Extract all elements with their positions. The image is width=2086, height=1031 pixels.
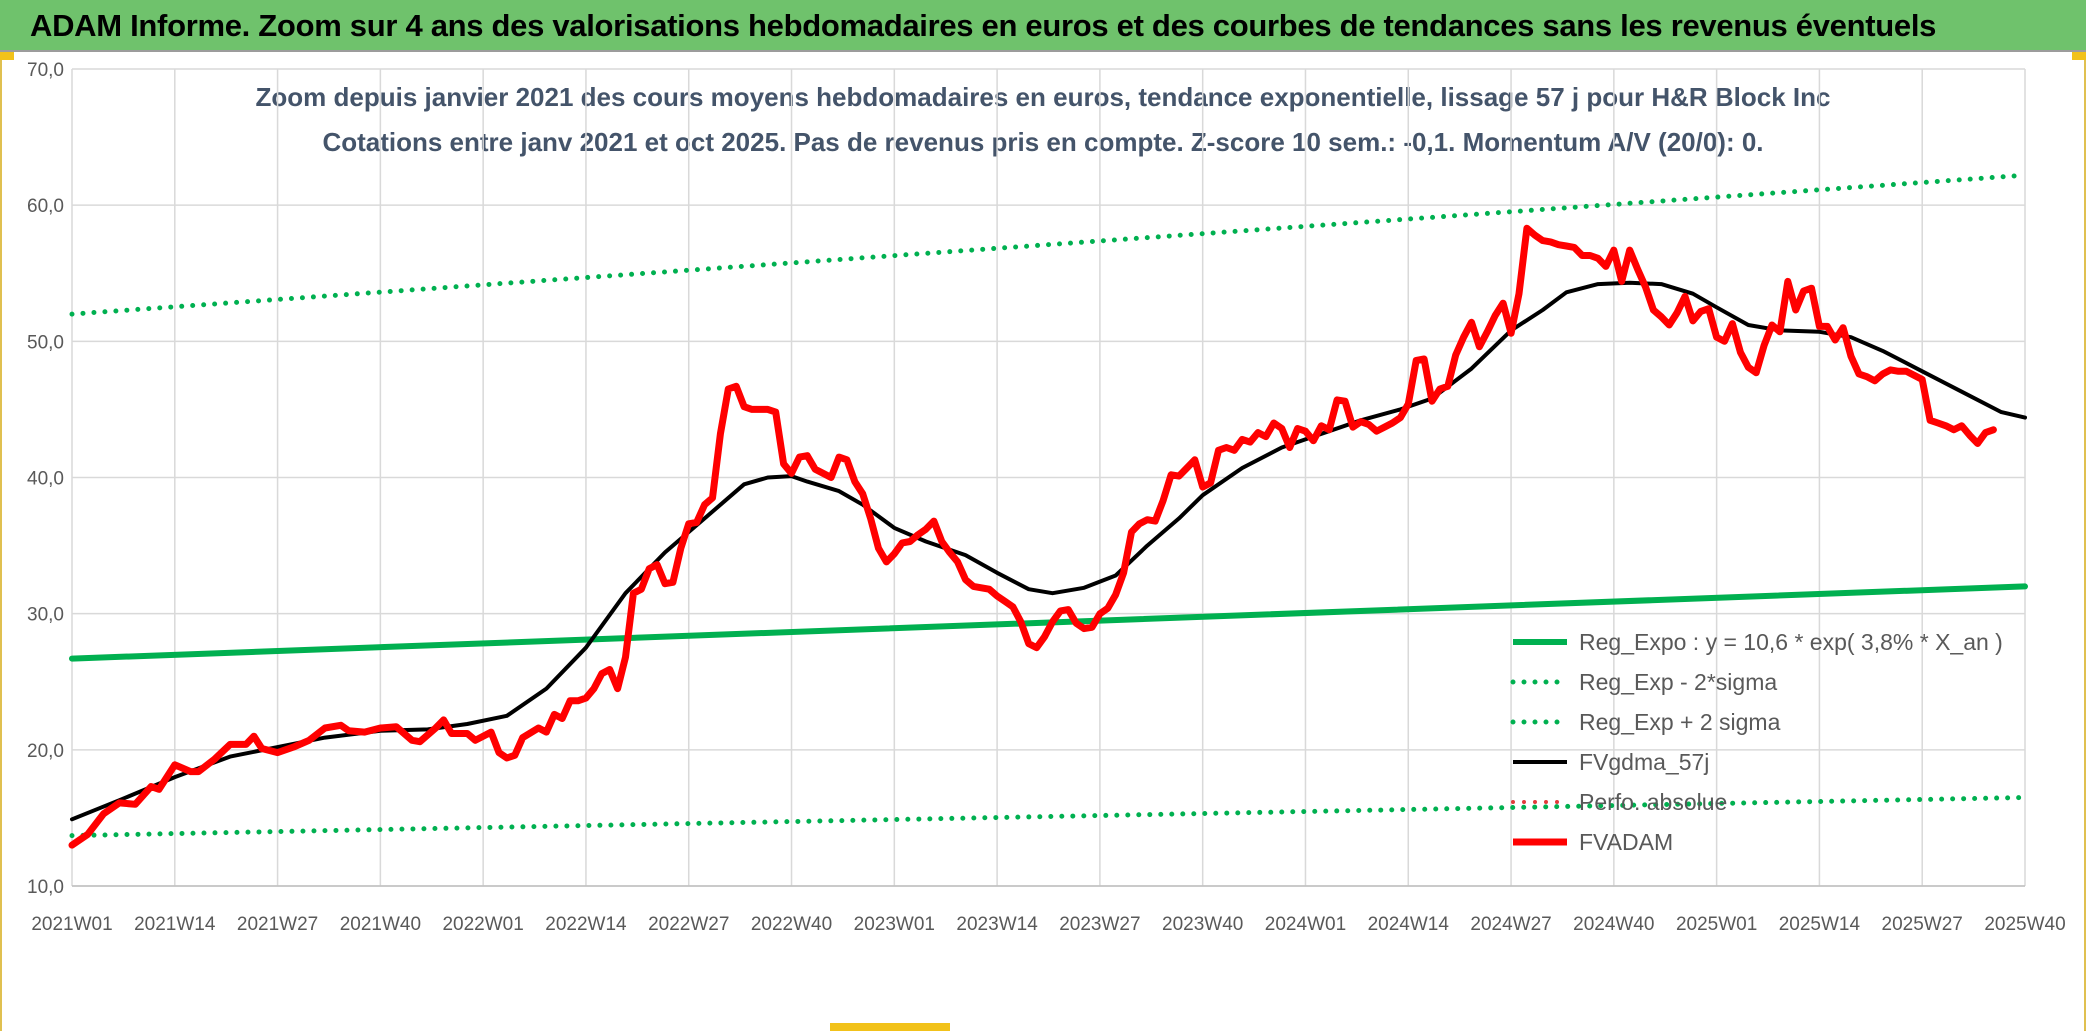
y-tick-label: 50,0 [27,332,64,353]
series-line-1 [69,795,2028,839]
y-tick-label: 30,0 [27,605,64,626]
x-tick-label: 2021W27 [237,914,318,935]
x-tick-label: 2022W27 [648,914,729,935]
x-tick-label: 2025W01 [1676,914,1757,935]
x-tick-label: 2023W14 [956,914,1038,935]
y-axis: 70,0 60,0 50,0 40,0 30,0 20,0 10,0 [27,60,64,898]
legend-label-0: Reg_Expo : y = 10,6 * exp( 3,8% * X_an ) [1579,629,2003,655]
x-tick-label: 2024W14 [1368,914,1450,935]
x-tick-label: 2022W01 [442,914,523,935]
x-tick-label: 2021W01 [31,914,112,935]
y-tick-label: 10,0 [27,877,64,898]
chart-frame [0,52,2086,1031]
legend-label-1: Reg_Exp - 2*sigma [1579,669,1777,695]
legend-label-5: FVADAM [1579,829,1673,855]
x-tick-label: 2024W01 [1265,914,1346,935]
x-tick-label: 2024W40 [1573,914,1654,935]
x-tick-label: 2021W14 [134,914,216,935]
frame-corner-right [2072,52,2086,60]
x-tick-label: 2023W27 [1059,914,1140,935]
grid-lines [71,68,2026,887]
legend-label-3: FVgdma_57j [1579,749,1709,775]
x-tick-label: 2021W40 [340,914,421,935]
y-tick-label: 70,0 [27,60,64,81]
frame-corner-left [0,52,14,60]
frame-corner-bottom [830,1023,950,1031]
x-tick-label: 2025W14 [1779,914,1861,935]
chart-title-line1: Zoom depuis janvier 2021 des cours moyen… [255,82,1831,112]
legend-label-4: Perfo. absolue [1579,789,1727,815]
x-tick-label: 2022W40 [751,914,832,935]
x-tick-label: 2025W27 [1882,914,1963,935]
header-banner: ADAM Informe. Zoom sur 4 ans des valoris… [0,0,2086,52]
header-title: ADAM Informe. Zoom sur 4 ans des valoris… [30,8,1937,43]
y-tick-label: 60,0 [27,196,64,217]
x-tick-label: 2025W40 [1984,914,2065,935]
series-line-3 [70,280,2027,822]
series-lines [68,172,2028,849]
x-tick-label: 2024W27 [1470,914,1551,935]
chart-title-line2: Cotations entre janv 2021 et oct 2025. P… [322,127,1764,157]
x-tick-label: 2023W01 [854,914,935,935]
x-tick-label: 2023W40 [1162,914,1243,935]
x-tick-label: 2022W14 [545,914,627,935]
x-axis: 2021W01 2021W14 2021W27 2021W40 2022W01 2022W… [31,885,2066,935]
legend-label-2: Reg_Exp + 2 sigma [1579,709,1781,735]
series-line-2 [69,172,2028,317]
y-tick-label: 20,0 [27,741,64,762]
series-line-5 [68,224,1997,849]
y-tick-label: 40,0 [27,469,64,490]
legend: Reg_Expo : y = 10,6 * exp( 3,8% * X_an )… [1510,629,2003,855]
chart-canvas: 70,060,050,040,030,020,010,0 2021W01 2021… [27,60,2066,935]
